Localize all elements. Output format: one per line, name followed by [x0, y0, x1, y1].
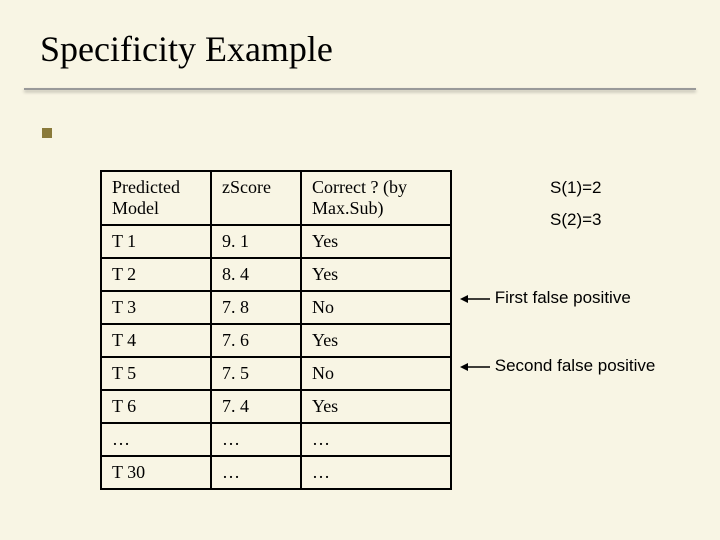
- cell: 7. 5: [211, 357, 301, 390]
- cell: 8. 4: [211, 258, 301, 291]
- col-header-correct: Correct ? (by Max.Sub): [301, 171, 451, 225]
- cell: T 30: [101, 456, 211, 489]
- specificity-table: Predicted Model zScore Correct ? (by Max…: [100, 170, 452, 490]
- fp2-row: Second false positive: [460, 356, 655, 376]
- cell: …: [101, 423, 211, 456]
- fp1-row: First false positive: [460, 288, 631, 308]
- fp1-label: First false positive: [495, 288, 631, 307]
- cell: No: [301, 357, 451, 390]
- cell: 7. 4: [211, 390, 301, 423]
- cell: Yes: [301, 225, 451, 258]
- table-row: T 30 … …: [101, 456, 451, 489]
- table-row: T 6 7. 4 Yes: [101, 390, 451, 423]
- table-row: T 4 7. 6 Yes: [101, 324, 451, 357]
- col-header-zscore: zScore: [211, 171, 301, 225]
- main-content: Predicted Model zScore Correct ? (by Max…: [100, 170, 452, 490]
- table-row: T 1 9. 1 Yes: [101, 225, 451, 258]
- arrow-left-icon: [460, 293, 490, 305]
- slide-title: Specificity Example: [40, 28, 680, 70]
- cell: No: [301, 291, 451, 324]
- cell: 7. 8: [211, 291, 301, 324]
- table-row: … … …: [101, 423, 451, 456]
- cell: …: [301, 456, 451, 489]
- title-divider: [24, 88, 696, 90]
- cell: T 2: [101, 258, 211, 291]
- bullet-square: [42, 128, 52, 138]
- cell: Yes: [301, 390, 451, 423]
- cell: T 4: [101, 324, 211, 357]
- table-header-row: Predicted Model zScore Correct ? (by Max…: [101, 171, 451, 225]
- cell: 7. 6: [211, 324, 301, 357]
- cell: Yes: [301, 324, 451, 357]
- cell: T 5: [101, 357, 211, 390]
- table-row: T 3 7. 8 No: [101, 291, 451, 324]
- cell: Yes: [301, 258, 451, 291]
- col-header-predicted: Predicted Model: [101, 171, 211, 225]
- cell: T 1: [101, 225, 211, 258]
- cell: T 3: [101, 291, 211, 324]
- cell: T 6: [101, 390, 211, 423]
- fp2-label: Second false positive: [495, 356, 656, 375]
- cell: 9. 1: [211, 225, 301, 258]
- cell: …: [211, 456, 301, 489]
- table-row: T 5 7. 5 No: [101, 357, 451, 390]
- s1-label: S(1)=2: [550, 178, 602, 198]
- cell: …: [301, 423, 451, 456]
- s2-label: S(2)=3: [550, 210, 602, 230]
- arrow-left-icon: [460, 361, 490, 373]
- cell: …: [211, 423, 301, 456]
- table-row: T 2 8. 4 Yes: [101, 258, 451, 291]
